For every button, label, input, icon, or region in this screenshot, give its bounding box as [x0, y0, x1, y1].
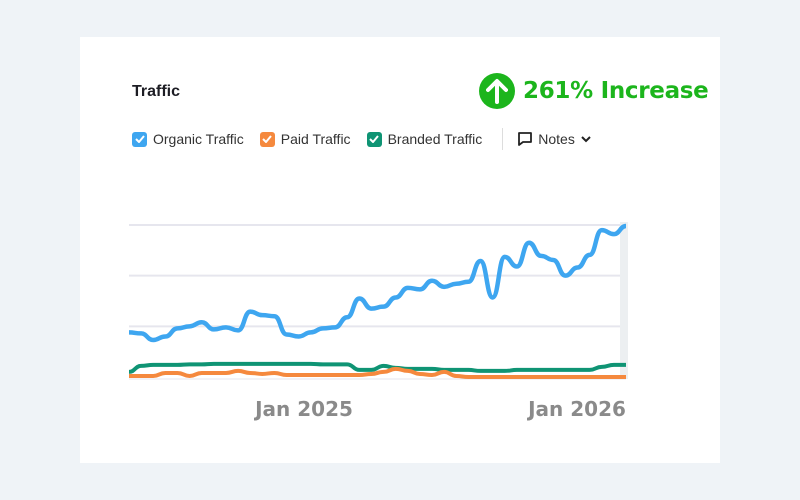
increase-label: 261% Increase: [523, 78, 709, 104]
card-title: Traffic: [132, 83, 181, 100]
legend-label: Branded Traffic: [387, 131, 483, 147]
divider: [502, 128, 504, 150]
hover-cursor-line: [620, 222, 628, 379]
legend-branded-traffic[interactable]: Branded Traffic: [366, 131, 483, 147]
notes-label: Notes: [538, 131, 575, 147]
series-line-organic-traffic: [128, 223, 627, 343]
legend: Organic Traffic Paid Traffic Branded Tra…: [132, 128, 592, 150]
series-line-branded-traffic: [128, 361, 626, 374]
legend-organic-traffic[interactable]: Organic Traffic: [132, 131, 244, 147]
checkbox-checked-icon[interactable]: [132, 131, 147, 147]
chevron-down-icon: [581, 136, 591, 143]
traffic-card: [80, 37, 720, 463]
legend-label: Organic Traffic: [153, 131, 244, 147]
comment-icon: [518, 132, 533, 146]
legend-paid-traffic[interactable]: Paid Traffic: [259, 131, 351, 147]
series-line-paid-traffic: [129, 366, 626, 379]
x-tick-label: Jan 2025: [255, 397, 353, 421]
legend-label: Paid Traffic: [280, 131, 351, 147]
checkbox-checked-icon[interactable]: [366, 131, 382, 147]
x-tick-label: Jan 2026: [528, 397, 626, 421]
checkbox-checked-icon[interactable]: [259, 131, 275, 147]
arrow-up-circle-icon: [479, 73, 515, 109]
notes-dropdown[interactable]: Notes: [517, 131, 592, 147]
increase-badge: 261% Increase: [479, 73, 709, 109]
